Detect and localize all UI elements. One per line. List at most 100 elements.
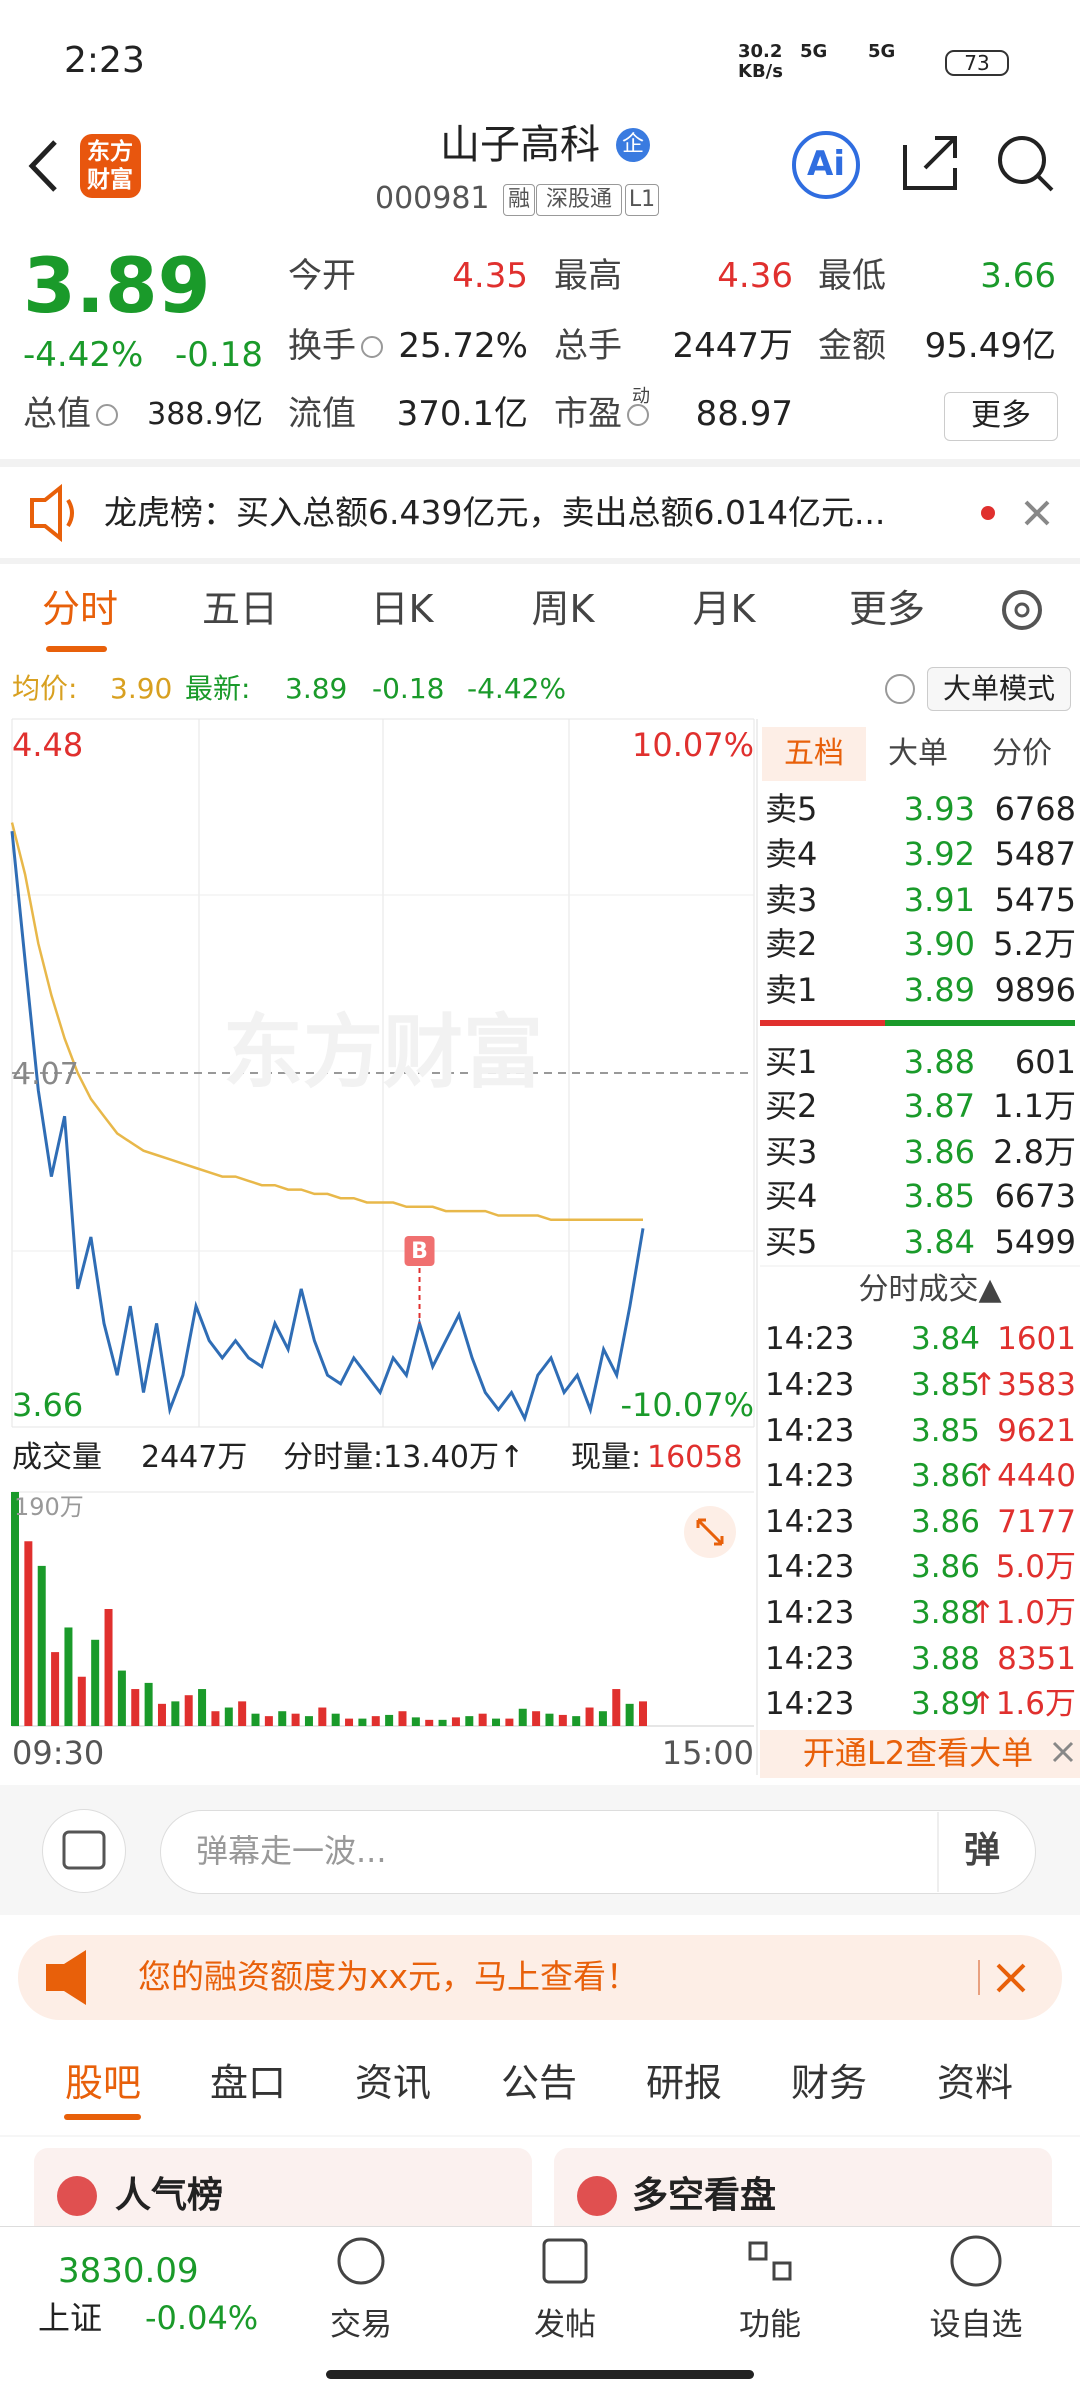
comment-icon-bg[interactable]	[42, 1809, 126, 1893]
card-title[interactable]: 人气榜	[115, 2174, 224, 2216]
more-button-label[interactable]: 更多	[971, 398, 1031, 433]
volume-bar	[304, 1716, 313, 1726]
card-title[interactable]: 多空看盘	[632, 2174, 777, 2216]
close-icon[interactable]	[996, 1963, 1026, 1993]
nav-label[interactable]: 功能	[739, 2307, 801, 2344]
tag: L1	[625, 184, 659, 216]
home-indicator	[326, 2370, 754, 2379]
content-tab[interactable]: 公告	[500, 2061, 577, 2106]
mode-button[interactable]	[927, 667, 1071, 711]
info-icon	[361, 336, 383, 358]
card-icon	[57, 2176, 97, 2216]
trade-price: 3.88	[910, 1640, 980, 1677]
chart-tab[interactable]: 周K	[531, 587, 595, 632]
nav-label[interactable]: 设自选	[929, 2307, 1023, 2344]
more-button[interactable]	[944, 392, 1058, 441]
book-tab[interactable]: 分价	[992, 736, 1052, 771]
speaker-icon	[30, 483, 74, 543]
book-volume: 6673	[994, 1176, 1076, 1215]
back-icon[interactable]	[28, 140, 57, 192]
chart-tab[interactable]: 分时	[41, 587, 118, 632]
volume-bar	[184, 1695, 193, 1726]
volume-label[interactable]: 成交量	[12, 1440, 102, 1475]
chart-tab[interactable]: 日K	[370, 587, 434, 632]
banner-text[interactable]: 您的融资额度为xx元，马上查看！	[138, 1956, 640, 1996]
chart-tab[interactable]: 五日	[201, 587, 278, 632]
stat-sup: 动	[632, 386, 650, 408]
book-volume: 9896	[994, 970, 1076, 1009]
index-value[interactable]: 3830.09	[58, 2251, 199, 2292]
signal: 5G	[800, 41, 828, 63]
comment-input[interactable]	[160, 1810, 1036, 1894]
book-label: 买4	[765, 1176, 818, 1215]
content-tab[interactable]: 研报	[645, 2061, 722, 2106]
content-tab[interactable]: 股吧	[64, 2061, 141, 2106]
volume-bar	[398, 1711, 407, 1726]
avg-value: 3.90	[110, 672, 173, 706]
mode-label[interactable]: 大单模式	[942, 672, 1055, 706]
volume-bar	[505, 1718, 514, 1726]
banner-bg[interactable]	[18, 1935, 1062, 2020]
card-icon	[577, 2176, 617, 2216]
nav-icon[interactable]	[748, 2241, 768, 2261]
trade-volume: 9621	[997, 1412, 1076, 1449]
avg-label: 均价:	[12, 672, 78, 706]
book-tab[interactable]: 五档	[784, 736, 844, 771]
l2-button[interactable]: 开通L2查看大单	[802, 1733, 1034, 1772]
stat-label: 今开	[288, 256, 356, 297]
nav-icon[interactable]	[542, 2238, 588, 2284]
content-tab[interactable]: 资讯	[354, 2061, 431, 2106]
content-tab[interactable]: 财务	[790, 2061, 867, 2106]
close-icon[interactable]	[1024, 500, 1050, 526]
nav-label[interactable]: 发帖	[534, 2307, 596, 2344]
trade-time: 14:23	[765, 1640, 855, 1677]
volume-bar	[144, 1682, 153, 1726]
l2-bg[interactable]	[760, 1730, 1080, 1778]
chart-tab[interactable]: 月K	[692, 587, 756, 632]
content-tab[interactable]: 资料	[936, 2061, 1013, 2106]
book-price: 3.88	[903, 1042, 975, 1081]
help-icon[interactable]	[885, 674, 915, 704]
content-tab[interactable]: 盘口	[209, 2061, 286, 2106]
book-price: 3.85	[903, 1176, 975, 1215]
share-icon[interactable]	[903, 136, 957, 190]
stat-label: 流值	[288, 394, 356, 435]
book-price: 3.92	[903, 834, 975, 873]
x-label: 09:30	[12, 1733, 105, 1772]
search-icon[interactable]	[998, 136, 1046, 184]
chart-tab[interactable]: 更多	[848, 587, 925, 632]
badge: 企	[616, 128, 650, 162]
danmaku-button[interactable]: 弹	[963, 1829, 1000, 1871]
logo[interactable]: 东方财富	[87, 139, 133, 193]
close-icon[interactable]	[1052, 1741, 1074, 1763]
notice-text[interactable]: 龙虎榜：买入总额6.439亿元，卖出总额6.014亿元...	[104, 492, 886, 532]
logo-bg[interactable]	[80, 134, 141, 198]
volume-bar	[131, 1689, 140, 1726]
trade-price: 3.85	[910, 1366, 980, 1403]
net-speed: 30.2	[738, 41, 783, 63]
volume-bar	[331, 1713, 340, 1726]
y-max-label: 4.48	[12, 725, 84, 764]
book-label: 买2	[765, 1086, 818, 1125]
stat-value: 2447万	[672, 326, 793, 367]
volume-bar	[558, 1714, 567, 1726]
settings-icon[interactable]	[1002, 590, 1042, 630]
nav-icon[interactable]	[337, 2237, 385, 2285]
nav-icon[interactable]	[950, 2235, 1002, 2287]
stat-label: 金额	[818, 326, 886, 367]
stat-value: 95.49亿	[924, 326, 1056, 367]
book-tab[interactable]: 大单	[888, 736, 948, 771]
ai-label[interactable]: Ai	[807, 144, 845, 185]
volume-bar	[51, 1652, 60, 1726]
last-value: 3.89	[285, 672, 348, 706]
stat-value: 4.36	[717, 256, 793, 297]
trades-title[interactable]: 分时成交▲	[858, 1272, 1002, 1307]
volume-bar	[104, 1609, 113, 1726]
ai-icon[interactable]	[792, 131, 860, 199]
comment-placeholder[interactable]: 弹幕走一波...	[196, 1831, 387, 1870]
trade-volume: 7177	[997, 1503, 1076, 1540]
book-volume: 1.1万	[993, 1086, 1076, 1125]
last-change: -0.18	[372, 672, 445, 706]
nav-label[interactable]: 交易	[330, 2307, 392, 2344]
